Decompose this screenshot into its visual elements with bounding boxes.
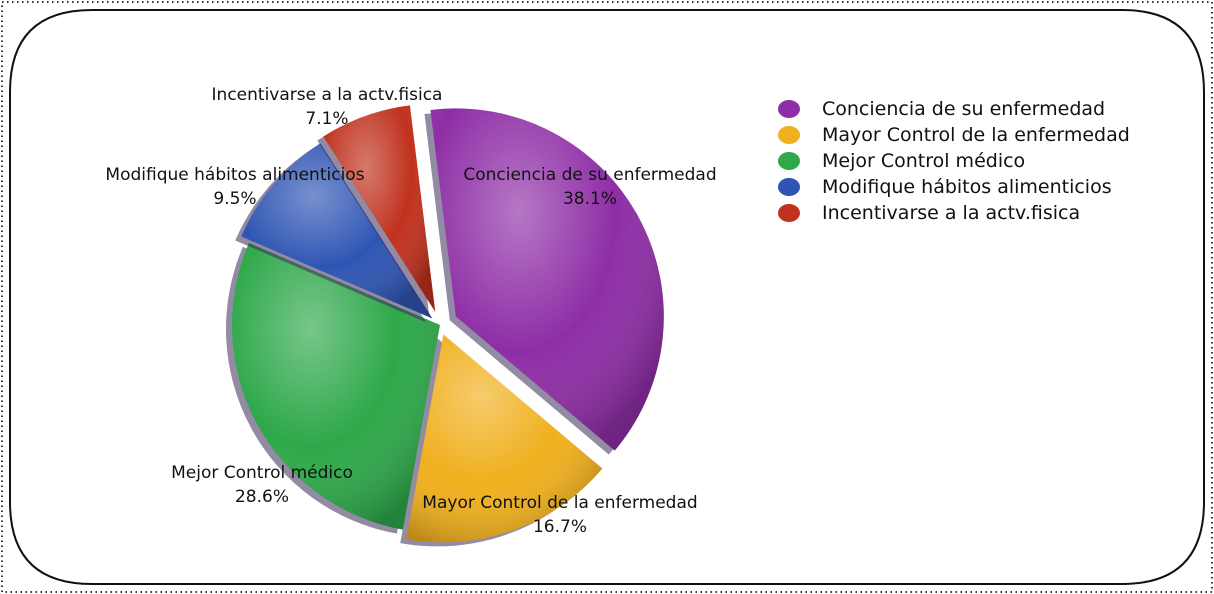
slice-label-name: Mayor Control de la enfermedad: [422, 493, 697, 513]
legend-item: Mayor Control de la enfermedad: [778, 124, 1130, 146]
legend-item: Conciencia de su enfermedad: [778, 98, 1105, 120]
slice-label-percent: 16.7%: [533, 517, 587, 537]
slice-label-percent: 28.6%: [235, 487, 289, 507]
pie-slice: [226, 242, 440, 534]
legend-label: Mejor Control médico: [822, 150, 1025, 172]
legend-label: Modifique hábitos alimenticios: [822, 176, 1112, 198]
slice-label-name: Conciencia de su enfermedad: [463, 165, 716, 185]
legend-swatch: [778, 152, 800, 170]
slice-label-percent: 7.1%: [305, 109, 348, 129]
slice-label-name: Incentivarse a la actv.fisica: [212, 85, 443, 105]
pie-slice: [424, 108, 664, 455]
slice-label-percent: 38.1%: [563, 189, 617, 209]
legend-label: Mayor Control de la enfermedad: [822, 124, 1130, 146]
pie-slice-shine: [323, 105, 436, 312]
legend: Conciencia de su enfermedad Mayor Control…: [778, 98, 1130, 224]
slice-label-name: Mejor Control médico: [171, 463, 353, 483]
slice-label-percent: 9.5%: [213, 189, 256, 209]
pie-slice: [400, 334, 603, 547]
legend-item: Incentivarse a la actv.fisica: [778, 202, 1080, 224]
legend-label: Conciencia de su enfermedad: [822, 98, 1105, 120]
pie-slice-shine: [406, 334, 603, 543]
legend-item: Modifique hábitos alimenticios: [778, 176, 1112, 198]
legend-swatch: [778, 178, 800, 196]
pie-slice-shine: [241, 143, 433, 319]
legend-item: Mejor Control médico: [778, 150, 1025, 172]
legend-swatch: [778, 204, 800, 222]
pie-slice-shine: [232, 242, 440, 530]
slice-labels: Conciencia de su enfermedad 38.1% Mayor Co…: [105, 85, 716, 537]
pie-slices: [226, 105, 664, 547]
slice-label-name: Modifique hábitos alimenticios: [105, 165, 364, 185]
pie-slice-shine: [430, 108, 664, 451]
legend-swatch: [778, 126, 800, 144]
pie-slice: [235, 143, 433, 323]
pie-slice: [317, 105, 436, 316]
legend-swatch: [778, 100, 800, 118]
legend-label: Incentivarse a la actv.fisica: [822, 202, 1080, 224]
